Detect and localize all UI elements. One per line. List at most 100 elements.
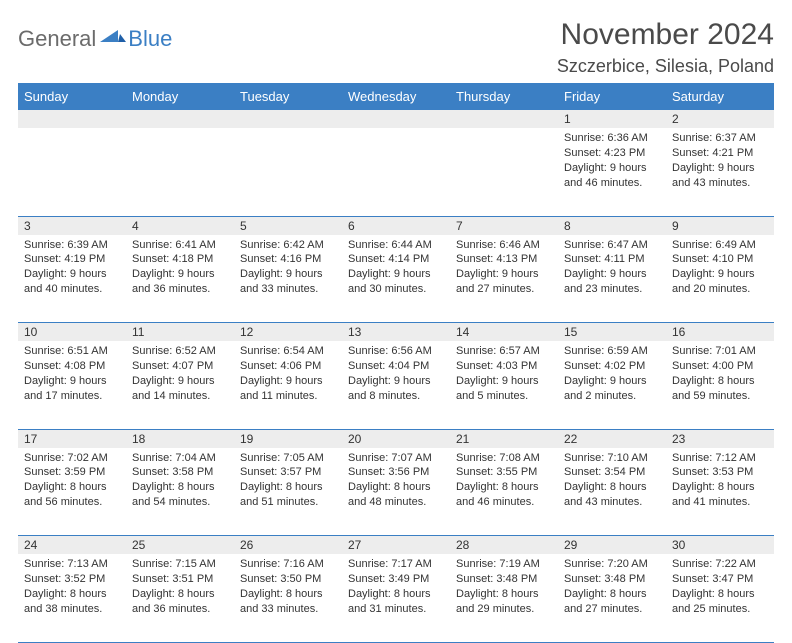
day-cell: Sunrise: 6:46 AMSunset: 4:13 PMDaylight:… bbox=[450, 235, 558, 323]
day-number: 6 bbox=[342, 216, 450, 235]
day-cell-body: Sunrise: 6:51 AMSunset: 4:08 PMDaylight:… bbox=[18, 341, 126, 408]
day-cell: Sunrise: 6:49 AMSunset: 4:10 PMDaylight:… bbox=[666, 235, 774, 323]
day-number-row: 10111213141516 bbox=[18, 323, 774, 342]
day-cell-body: Sunrise: 7:04 AMSunset: 3:58 PMDaylight:… bbox=[126, 448, 234, 515]
weekday-header: Saturday bbox=[666, 83, 774, 110]
day-number: 7 bbox=[450, 216, 558, 235]
day-cell: Sunrise: 7:04 AMSunset: 3:58 PMDaylight:… bbox=[126, 448, 234, 536]
day-cell-body: Sunrise: 7:22 AMSunset: 3:47 PMDaylight:… bbox=[666, 554, 774, 621]
day-cell: Sunrise: 7:08 AMSunset: 3:55 PMDaylight:… bbox=[450, 448, 558, 536]
day-number: 1 bbox=[558, 110, 666, 128]
day-number: 18 bbox=[126, 429, 234, 448]
day-cell: Sunrise: 6:59 AMSunset: 4:02 PMDaylight:… bbox=[558, 341, 666, 429]
day-number-row: 3456789 bbox=[18, 216, 774, 235]
day-cell: Sunrise: 7:10 AMSunset: 3:54 PMDaylight:… bbox=[558, 448, 666, 536]
sunset-line: Sunset: 3:59 PM bbox=[24, 465, 120, 480]
title-block: November 2024 Szczerbice, Silesia, Polan… bbox=[557, 18, 774, 77]
day-number-row: 24252627282930 bbox=[18, 536, 774, 555]
day-cell-body: Sunrise: 6:57 AMSunset: 4:03 PMDaylight:… bbox=[450, 341, 558, 408]
day-cell: Sunrise: 6:41 AMSunset: 4:18 PMDaylight:… bbox=[126, 235, 234, 323]
weekday-header-row: Sunday Monday Tuesday Wednesday Thursday… bbox=[18, 83, 774, 110]
day-cell-body: Sunrise: 6:36 AMSunset: 4:23 PMDaylight:… bbox=[558, 128, 666, 195]
daylight-line: Daylight: 8 hours and 41 minutes. bbox=[672, 480, 768, 510]
day-number: 27 bbox=[342, 536, 450, 555]
sunrise-line: Sunrise: 6:37 AM bbox=[672, 131, 768, 146]
day-number-row: 17181920212223 bbox=[18, 429, 774, 448]
day-body-row: Sunrise: 6:36 AMSunset: 4:23 PMDaylight:… bbox=[18, 128, 774, 216]
day-number-row: 12 bbox=[18, 110, 774, 128]
day-cell bbox=[342, 128, 450, 216]
sunset-line: Sunset: 4:18 PM bbox=[132, 252, 228, 267]
day-number: 13 bbox=[342, 323, 450, 342]
day-cell: Sunrise: 7:20 AMSunset: 3:48 PMDaylight:… bbox=[558, 554, 666, 642]
sunset-line: Sunset: 4:04 PM bbox=[348, 359, 444, 374]
sunrise-line: Sunrise: 6:54 AM bbox=[240, 344, 336, 359]
day-number bbox=[234, 110, 342, 128]
brand-part2: Blue bbox=[128, 26, 172, 52]
day-cell: Sunrise: 7:02 AMSunset: 3:59 PMDaylight:… bbox=[18, 448, 126, 536]
day-cell: Sunrise: 6:52 AMSunset: 4:07 PMDaylight:… bbox=[126, 341, 234, 429]
day-number: 14 bbox=[450, 323, 558, 342]
sunset-line: Sunset: 4:07 PM bbox=[132, 359, 228, 374]
sunrise-line: Sunrise: 6:39 AM bbox=[24, 238, 120, 253]
daylight-line: Daylight: 8 hours and 46 minutes. bbox=[456, 480, 552, 510]
sunrise-line: Sunrise: 6:46 AM bbox=[456, 238, 552, 253]
day-cell: Sunrise: 6:56 AMSunset: 4:04 PMDaylight:… bbox=[342, 341, 450, 429]
day-cell-body: Sunrise: 6:54 AMSunset: 4:06 PMDaylight:… bbox=[234, 341, 342, 408]
sunrise-line: Sunrise: 6:44 AM bbox=[348, 238, 444, 253]
day-cell-body: Sunrise: 6:52 AMSunset: 4:07 PMDaylight:… bbox=[126, 341, 234, 408]
daylight-line: Daylight: 9 hours and 2 minutes. bbox=[564, 374, 660, 404]
day-number: 3 bbox=[18, 216, 126, 235]
day-cell-body: Sunrise: 7:05 AMSunset: 3:57 PMDaylight:… bbox=[234, 448, 342, 515]
day-number: 20 bbox=[342, 429, 450, 448]
daylight-line: Daylight: 9 hours and 36 minutes. bbox=[132, 267, 228, 297]
daylight-line: Daylight: 8 hours and 54 minutes. bbox=[132, 480, 228, 510]
sunrise-line: Sunrise: 6:36 AM bbox=[564, 131, 660, 146]
day-number: 26 bbox=[234, 536, 342, 555]
brand-part1: General bbox=[18, 26, 96, 52]
day-cell-body: Sunrise: 7:13 AMSunset: 3:52 PMDaylight:… bbox=[18, 554, 126, 621]
day-cell: Sunrise: 7:15 AMSunset: 3:51 PMDaylight:… bbox=[126, 554, 234, 642]
sunrise-line: Sunrise: 6:41 AM bbox=[132, 238, 228, 253]
day-cell-body: Sunrise: 6:42 AMSunset: 4:16 PMDaylight:… bbox=[234, 235, 342, 302]
day-number: 28 bbox=[450, 536, 558, 555]
day-cell bbox=[18, 128, 126, 216]
sunrise-line: Sunrise: 7:20 AM bbox=[564, 557, 660, 572]
day-cell-body: Sunrise: 7:07 AMSunset: 3:56 PMDaylight:… bbox=[342, 448, 450, 515]
day-cell: Sunrise: 6:39 AMSunset: 4:19 PMDaylight:… bbox=[18, 235, 126, 323]
sunset-line: Sunset: 4:10 PM bbox=[672, 252, 768, 267]
day-cell: Sunrise: 6:37 AMSunset: 4:21 PMDaylight:… bbox=[666, 128, 774, 216]
day-number: 11 bbox=[126, 323, 234, 342]
sunrise-line: Sunrise: 6:49 AM bbox=[672, 238, 768, 253]
daylight-line: Daylight: 9 hours and 30 minutes. bbox=[348, 267, 444, 297]
day-cell: Sunrise: 7:16 AMSunset: 3:50 PMDaylight:… bbox=[234, 554, 342, 642]
day-cell-body: Sunrise: 7:08 AMSunset: 3:55 PMDaylight:… bbox=[450, 448, 558, 515]
daylight-line: Daylight: 9 hours and 43 minutes. bbox=[672, 161, 768, 191]
sunset-line: Sunset: 3:49 PM bbox=[348, 572, 444, 587]
sunset-line: Sunset: 4:21 PM bbox=[672, 146, 768, 161]
day-cell bbox=[126, 128, 234, 216]
weekday-header: Thursday bbox=[450, 83, 558, 110]
day-cell bbox=[234, 128, 342, 216]
day-body-row: Sunrise: 6:51 AMSunset: 4:08 PMDaylight:… bbox=[18, 341, 774, 429]
day-number: 29 bbox=[558, 536, 666, 555]
daylight-line: Daylight: 9 hours and 14 minutes. bbox=[132, 374, 228, 404]
sunrise-line: Sunrise: 6:47 AM bbox=[564, 238, 660, 253]
day-number bbox=[342, 110, 450, 128]
day-cell-body: Sunrise: 7:12 AMSunset: 3:53 PMDaylight:… bbox=[666, 448, 774, 515]
sunrise-line: Sunrise: 6:57 AM bbox=[456, 344, 552, 359]
day-cell: Sunrise: 7:22 AMSunset: 3:47 PMDaylight:… bbox=[666, 554, 774, 642]
sunset-line: Sunset: 4:00 PM bbox=[672, 359, 768, 374]
daylight-line: Daylight: 8 hours and 43 minutes. bbox=[564, 480, 660, 510]
sunset-line: Sunset: 3:50 PM bbox=[240, 572, 336, 587]
day-cell-body: Sunrise: 7:20 AMSunset: 3:48 PMDaylight:… bbox=[558, 554, 666, 621]
day-number bbox=[18, 110, 126, 128]
sunrise-line: Sunrise: 7:16 AM bbox=[240, 557, 336, 572]
sunrise-line: Sunrise: 7:10 AM bbox=[564, 451, 660, 466]
day-cell-body: Sunrise: 7:02 AMSunset: 3:59 PMDaylight:… bbox=[18, 448, 126, 515]
day-cell: Sunrise: 6:57 AMSunset: 4:03 PMDaylight:… bbox=[450, 341, 558, 429]
sunset-line: Sunset: 4:11 PM bbox=[564, 252, 660, 267]
day-cell: Sunrise: 7:12 AMSunset: 3:53 PMDaylight:… bbox=[666, 448, 774, 536]
day-number: 4 bbox=[126, 216, 234, 235]
sunset-line: Sunset: 4:16 PM bbox=[240, 252, 336, 267]
